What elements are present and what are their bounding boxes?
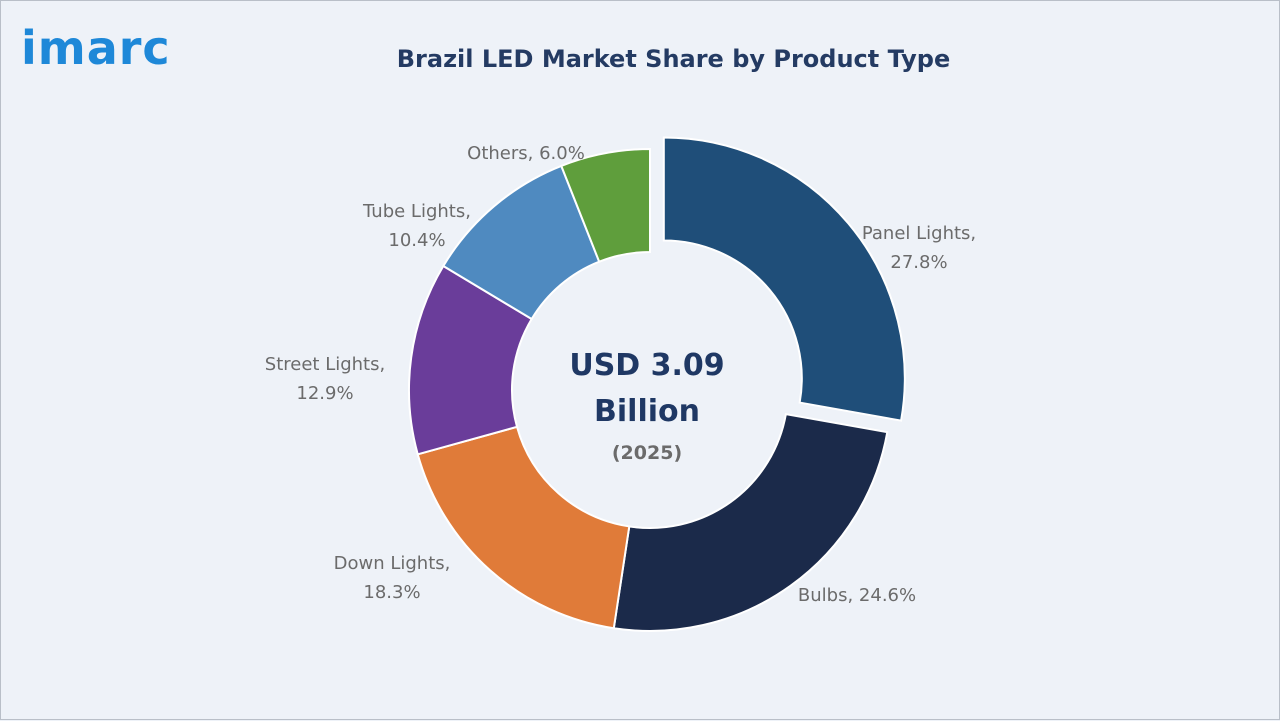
slice-label-bulbs: Bulbs, 24.6%	[798, 585, 916, 606]
slice-label-tube-lights: Tube Lights, 10.4%	[362, 201, 471, 251]
slice-label-panel-lights: Panel Lights, 27.8%	[862, 223, 976, 273]
chart-title: Brazil LED Market Share by Product Type	[396, 45, 951, 73]
slice-others	[559, 147, 651, 263]
center-year: (2025)	[612, 442, 682, 464]
center-value-line1: USD 3.09	[569, 348, 724, 383]
slice-label-down-lights: Down Lights, 18.3%	[334, 553, 451, 603]
center-value-line2: Billion	[594, 394, 700, 429]
slice-label-street-lights: Street Lights, 12.9%	[265, 354, 385, 404]
slice-panel-lights	[662, 136, 906, 422]
slice-labels: Panel Lights, 27.8% Bulbs, 24.6% Down Light…	[265, 143, 976, 606]
slice-bulbs	[612, 412, 889, 632]
slice-label-others: Others, 6.0%	[467, 143, 585, 164]
donut-slices	[408, 136, 906, 632]
imarc-logo: imarc	[21, 21, 171, 75]
slice-down-lights	[416, 425, 631, 630]
donut-center: USD 3.09 Billion (2025)	[569, 348, 724, 464]
